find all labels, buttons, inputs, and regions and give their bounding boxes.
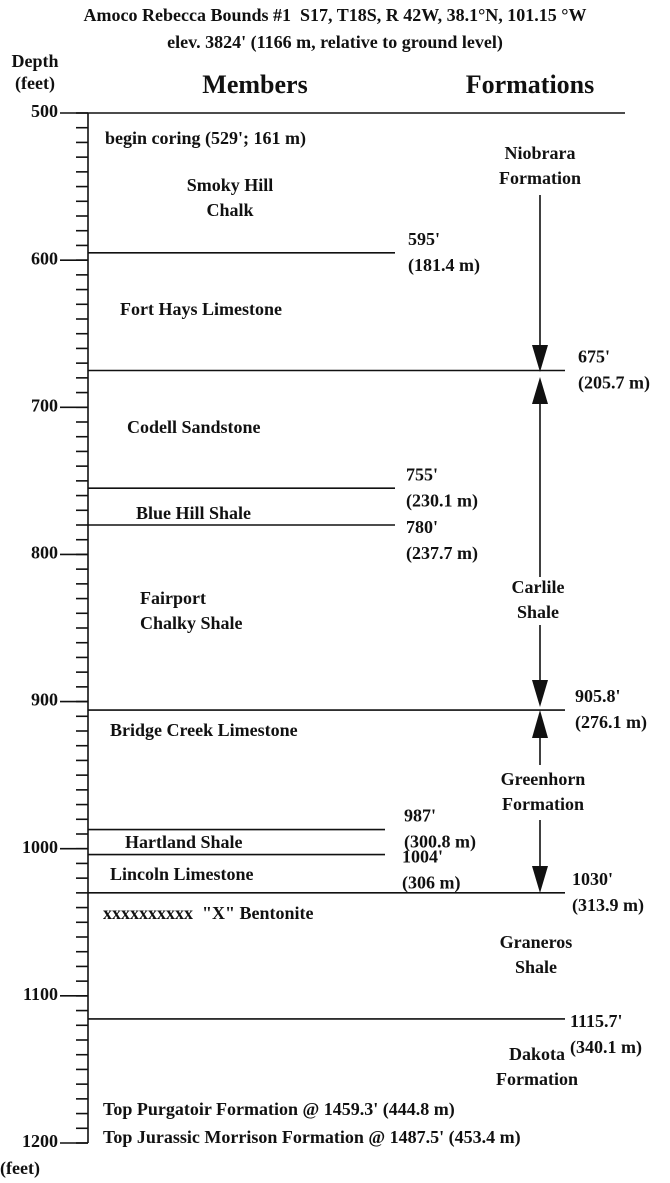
depth-tick-label: 1200 — [22, 1131, 58, 1151]
boundary-depth: 1115.7' — [570, 1011, 623, 1031]
formation-name: Carlile — [512, 577, 565, 597]
member-name: Smoky Hill — [187, 175, 274, 195]
boundary-depth: 1004' — [402, 847, 443, 867]
boundary-depth: 675' — [578, 347, 610, 367]
boundary-metric: (237.7 m) — [406, 543, 478, 564]
note: Top Jurassic Morrison Formation @ 1487.5… — [103, 1127, 521, 1148]
member-name: Fairport — [140, 588, 206, 608]
depth-tick-label: 1000 — [22, 837, 58, 857]
axis-unit: (feet) — [0, 1158, 40, 1179]
formation-name: Shale — [517, 602, 559, 622]
depth-tick-label: 500 — [31, 101, 58, 121]
boundary-metric: (313.9 m) — [572, 895, 644, 916]
formation-name: Niobrara — [505, 143, 576, 163]
formation-name: Dakota — [509, 1044, 565, 1064]
member-name: Bridge Creek Limestone — [110, 720, 298, 740]
member-name: Fort Hays Limestone — [120, 299, 282, 319]
boundary-depth: 755' — [406, 464, 438, 484]
depth-label: Depth — [11, 51, 58, 71]
boundary-metric: (300.8 m) — [404, 832, 476, 853]
member-name: Hartland Shale — [125, 832, 243, 852]
boundary-metric: (230.1 m) — [406, 490, 478, 511]
formation-name: Greenhorn — [501, 769, 586, 789]
boundary-metric: (306 m) — [402, 873, 460, 894]
depth-tick-label: 1100 — [23, 984, 58, 1004]
arrow-head — [532, 866, 548, 893]
boundary-metric: (205.7 m) — [578, 373, 650, 394]
boundary-depth: 905.8' — [575, 686, 621, 706]
boundary-depth: 1030' — [572, 869, 613, 889]
depth-tick-label: 600 — [31, 248, 58, 268]
member-name: Chalky Shale — [140, 613, 243, 633]
boundary-depth: 780' — [406, 517, 438, 537]
member-name: Codell Sandstone — [127, 417, 261, 437]
member-name: Lincoln Limestone — [110, 864, 254, 884]
arrow-head — [532, 680, 548, 707]
arrows — [532, 195, 548, 893]
boundary-metric: (181.4 m) — [408, 255, 480, 276]
boundary-metric: (276.1 m) — [575, 712, 647, 733]
arrow-head — [532, 345, 548, 372]
formation-name: Formation — [496, 1069, 578, 1089]
boundary-metric: (340.1 m) — [570, 1037, 642, 1058]
formation-name: Graneros — [500, 932, 573, 952]
member-name: xxxxxxxxxx "X" Bentonite — [103, 903, 313, 923]
formation-name: Formation — [502, 794, 584, 814]
arrow-head — [532, 377, 548, 404]
boundary-depth: 987' — [404, 806, 436, 826]
note: Top Purgatoir Formation @ 1459.3' (444.8… — [103, 1099, 455, 1120]
depth-tick-label: 800 — [31, 543, 58, 563]
depth-unit: (feet) — [15, 73, 55, 94]
formation-name: Formation — [499, 168, 581, 188]
boundary-depth: 595' — [408, 229, 440, 249]
arrow-head — [532, 710, 548, 738]
formation-name: Shale — [515, 957, 557, 977]
member-name: Chalk — [206, 200, 253, 220]
title: Amoco Rebecca Bounds #1 S17, T18S, R 42W… — [84, 5, 587, 25]
depth-tick-label: 700 — [31, 395, 58, 415]
members-header: Members — [202, 70, 307, 99]
member-name: begin coring (529'; 161 m) — [105, 128, 306, 149]
subtitle: elev. 3824' (1166 m, relative to ground … — [167, 32, 503, 53]
depth-tick-label: 900 — [31, 690, 58, 710]
member-name: Blue Hill Shale — [136, 503, 251, 523]
formations-header: Formations — [466, 70, 595, 99]
